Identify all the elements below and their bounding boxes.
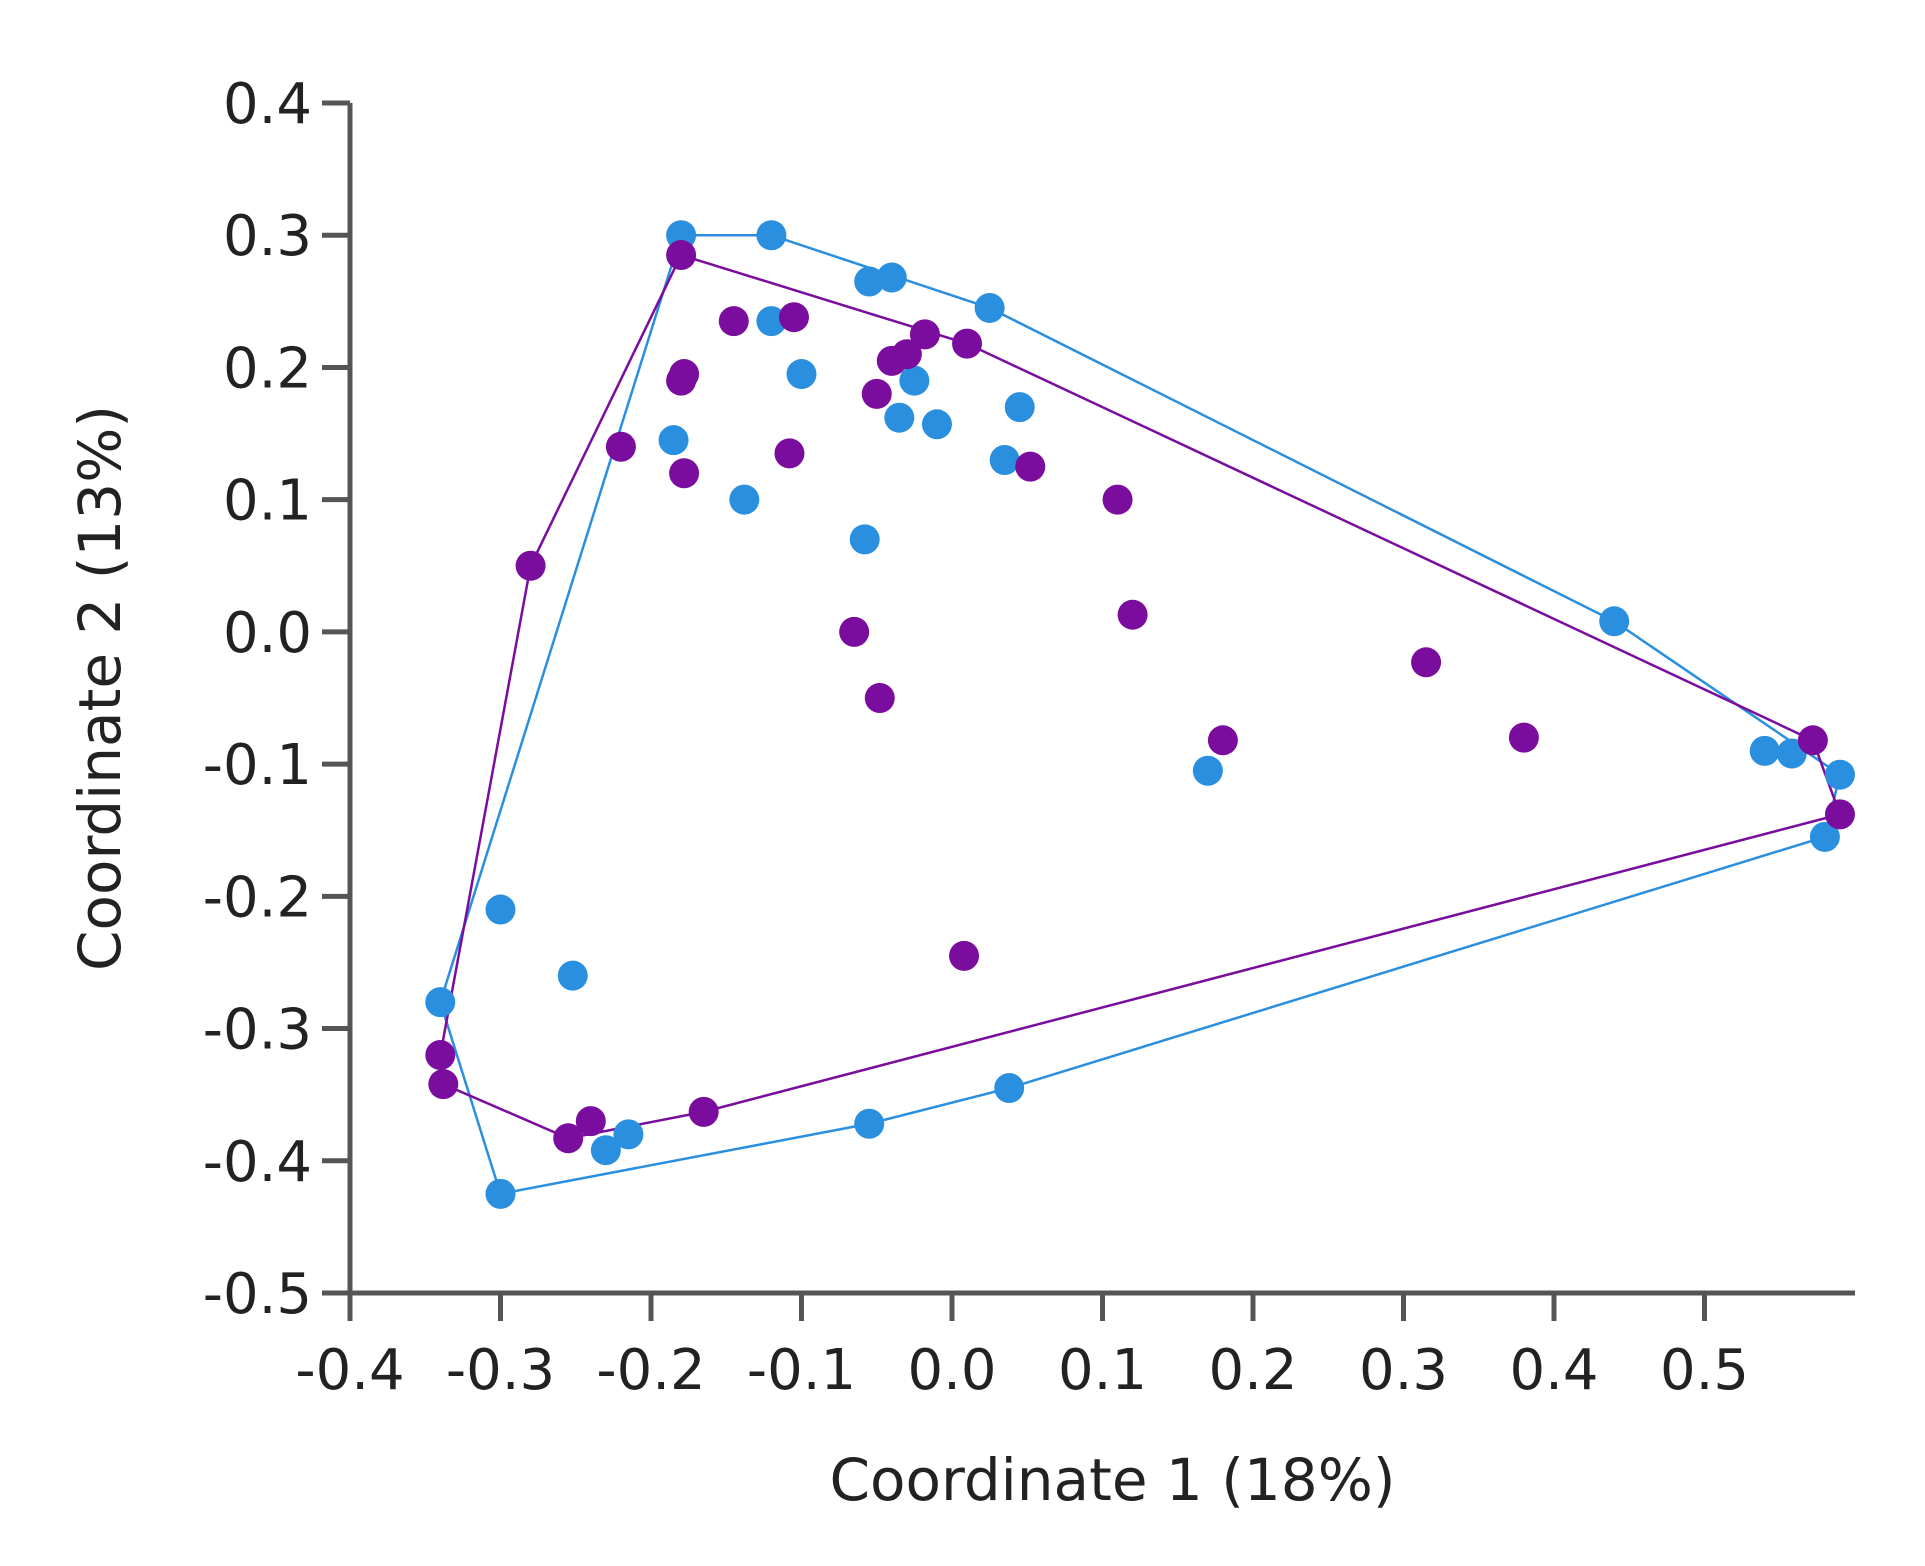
- data-point-series-1: [756, 306, 787, 337]
- y-tick-label: -0.1: [203, 733, 312, 798]
- data-point-series-2: [688, 1096, 719, 1127]
- data-point-series-2: [515, 550, 546, 581]
- convex-hull-series-2: [439, 253, 1842, 1140]
- x-tick-label: 0.1: [1058, 1338, 1147, 1403]
- x-tick-label: -0.2: [596, 1338, 705, 1403]
- convex-hulls: [438, 233, 1842, 1196]
- y-tick-label: 0.4: [223, 72, 312, 137]
- data-point-series-1: [786, 359, 817, 390]
- y-tick-label: -0.2: [203, 865, 312, 930]
- data-point-series-2: [1015, 451, 1046, 482]
- data-point-series-1: [1749, 735, 1780, 766]
- data-point-series-2: [1117, 599, 1148, 630]
- data-point-series-1: [1192, 755, 1223, 786]
- data-point-series-1: [557, 960, 588, 991]
- y-tick-label: 0.0: [223, 601, 312, 666]
- data-point-series-1: [1809, 821, 1840, 852]
- data-point-series-1: [485, 894, 516, 925]
- data-point-series-1: [849, 524, 880, 555]
- x-tick-label: -0.3: [446, 1338, 555, 1403]
- data-point-series-2: [669, 458, 700, 489]
- y-tick-label: -0.4: [203, 1130, 312, 1195]
- data-point-series-1: [425, 987, 456, 1018]
- data-point-series-2: [839, 616, 870, 647]
- data-point-series-2: [778, 302, 809, 333]
- y-tick-label: 0.3: [223, 204, 312, 269]
- data-point-series-1: [854, 266, 885, 297]
- data-point-series-1: [590, 1135, 621, 1166]
- x-tick-label: 0.3: [1359, 1338, 1448, 1403]
- data-point-series-2: [666, 240, 697, 271]
- ticks: -0.5-0.4-0.3-0.2-0.10.00.10.20.30.4-0.4-…: [203, 72, 1749, 1403]
- data-point-series-2: [1797, 725, 1828, 756]
- data-point-series-1: [658, 425, 689, 456]
- data-point-series-1: [854, 1108, 885, 1139]
- y-tick-label: -0.3: [203, 998, 312, 1063]
- data-point-series-1: [899, 365, 930, 396]
- x-tick-label: -0.1: [747, 1338, 856, 1403]
- data-point-series-2: [864, 683, 895, 713]
- data-point-series-2: [666, 365, 697, 396]
- convex-hull-series-1: [438, 233, 1842, 1196]
- data-point-series-2: [876, 345, 907, 376]
- data-point-series-2: [1207, 725, 1238, 756]
- data-point-series-2: [718, 306, 749, 337]
- data-point-series-2: [1508, 722, 1539, 753]
- data-point-series-1: [994, 1073, 1025, 1104]
- data-point-series-2: [575, 1106, 606, 1137]
- data-point-series-1: [756, 220, 787, 251]
- data-point-series-2: [774, 438, 805, 469]
- x-axis-label: Coordinate 1 (18%): [830, 1446, 1396, 1514]
- data-point-series-2: [1411, 647, 1442, 678]
- x-tick-label: 0.4: [1509, 1338, 1598, 1403]
- data-point-series-2: [428, 1069, 459, 1100]
- data-point-series-2: [1824, 799, 1855, 830]
- data-point-series-1: [729, 484, 760, 515]
- data-point-series-1: [613, 1119, 644, 1150]
- data-point-series-1: [921, 409, 952, 440]
- data-point-series-1: [1599, 606, 1630, 637]
- data-point-series-1: [989, 445, 1020, 475]
- data-point-series-2: [861, 378, 892, 409]
- data-point-series-1: [1004, 392, 1035, 423]
- data-point-series-2: [553, 1123, 584, 1154]
- data-point-series-1: [974, 292, 1005, 323]
- data-point-series-1: [876, 262, 907, 293]
- data-point-series-2: [605, 431, 636, 462]
- data-point-series-2: [1102, 484, 1133, 515]
- data-point-series-1: [485, 1178, 516, 1209]
- data-points: [425, 220, 1855, 1209]
- axes: [347, 103, 1855, 1296]
- x-tick-label: -0.4: [295, 1338, 404, 1403]
- data-point-series-2: [909, 319, 940, 350]
- data-point-series-2: [949, 940, 980, 971]
- y-tick-label: 0.1: [223, 469, 312, 534]
- y-tick-label: -0.5: [203, 1262, 312, 1327]
- data-point-series-2: [425, 1040, 456, 1070]
- x-tick-label: 0.0: [907, 1338, 996, 1403]
- y-axis-label: Coordinate 2 (13%): [66, 405, 134, 971]
- data-point-series-2: [952, 328, 983, 359]
- y-tick-label: 0.2: [223, 336, 312, 401]
- data-point-series-1: [1824, 759, 1855, 790]
- x-tick-label: 0.2: [1208, 1338, 1297, 1403]
- x-tick-label: 0.5: [1660, 1338, 1749, 1403]
- data-point-series-1: [884, 402, 915, 433]
